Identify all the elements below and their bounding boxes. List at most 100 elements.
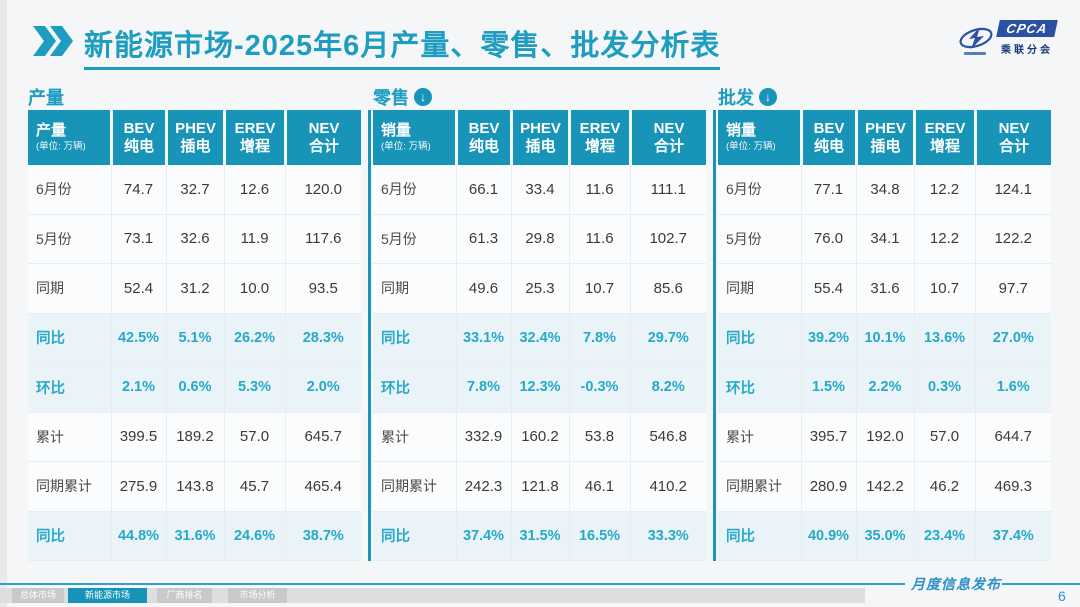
table-cell: 2.2%: [857, 363, 915, 412]
footer-tab-4[interactable]: 市场分析: [228, 588, 287, 603]
table-cell: 111.1: [650, 180, 686, 198]
table-row: 6月份 77.1 34.8 12.2 124.1: [718, 165, 1051, 215]
row-label: 6月份: [28, 165, 112, 214]
row-label: 同期累计: [718, 462, 802, 511]
table-cell: 52.4: [112, 264, 167, 313]
row-label: 同期累计: [373, 462, 457, 511]
table-row: 同比 42.5% 5.1% 26.2% 28.3%: [28, 313, 361, 363]
row-label: 累计: [373, 412, 457, 461]
table-cell: 644.7: [994, 428, 1033, 446]
column-header: NEV 合计: [977, 110, 1051, 165]
table-cell: 399.5: [112, 412, 167, 461]
down-arrow-icon: ↓: [759, 88, 777, 106]
page-title-secondary: -2025年6月产量、零售、批发分析表: [234, 30, 721, 62]
table-cell: 120.0: [304, 180, 343, 198]
row-label: 同比: [28, 511, 112, 560]
table-cell: 32.7: [167, 165, 225, 214]
table-cell: 189.2: [167, 412, 225, 461]
table-cell: 142.2: [857, 462, 915, 511]
column-header: PHEV 插电: [168, 110, 223, 165]
table-row: 5月份 76.0 34.1 12.2 122.2: [718, 214, 1051, 264]
publication-label: 月度信息发布: [911, 576, 1001, 592]
row-label: 环比: [28, 363, 112, 412]
page-title-primary: 新能源市场: [84, 30, 235, 62]
table-cell: 66.1: [457, 165, 512, 214]
table-cell: 42.5%: [112, 313, 167, 362]
row-label: 同期累计: [28, 462, 112, 511]
table-cell: 53.8: [570, 412, 631, 461]
table-cell: 46.2: [915, 462, 976, 511]
row-label: 同比: [718, 313, 802, 362]
column-header: BEV 纯电: [458, 110, 510, 165]
cpca-logo-name: 乘联分会: [1001, 45, 1053, 56]
table-cell: 24.6%: [225, 511, 286, 560]
table-row: 同期 55.4 31.6 10.7 97.7: [718, 264, 1051, 314]
row-label: 环比: [718, 363, 802, 412]
table-cell: 38.7%: [302, 527, 344, 544]
cpca-swoosh-icon: [959, 27, 993, 49]
row-label: 环比: [373, 363, 457, 412]
row-label: 同比: [718, 511, 802, 560]
table-cell: 192.0: [857, 412, 915, 461]
table-cell: 37.4%: [457, 511, 512, 560]
table-cell: 31.6: [857, 264, 915, 313]
footer-tab-2[interactable]: 新能源市场: [68, 588, 147, 603]
table-cell: 0.6%: [167, 363, 225, 412]
table-row: 累计 399.5 189.2 57.0 645.7: [28, 412, 361, 462]
section-label-retail: 零售 ↓: [373, 84, 706, 110]
table-cell: 13.6%: [915, 313, 976, 362]
table-cell: 12.6: [225, 165, 286, 214]
table-cell: 275.9: [112, 462, 167, 511]
table-cell: 23.4%: [915, 511, 976, 560]
retail-table: 销量 (单位: 万辆) BEV 纯电 PHEV 插电 EREV 增程 NEV 合计 6月…: [373, 110, 706, 561]
row-label: 同期: [373, 264, 457, 313]
row-label: 累计: [28, 412, 112, 461]
table-body: 6月份 77.1 34.8 12.2 124.1 5月份 76.0 34.1 12.2 122.…: [718, 165, 1051, 561]
table-cell: 46.1: [570, 462, 631, 511]
table-cell: 16.5%: [570, 511, 631, 560]
table-cell: 11.9: [225, 214, 286, 263]
table-cell: 77.1: [802, 165, 857, 214]
table-cell: 31.6%: [167, 511, 225, 560]
table-row: 环比 7.8% 12.3% -0.3% 8.2%: [373, 363, 706, 413]
table-cell: 465.4: [304, 477, 343, 495]
table-cell: -0.3%: [570, 363, 631, 412]
column-header: BEV 纯电: [113, 110, 165, 165]
section-label-text: 零售: [373, 88, 409, 108]
table-cell: 0.3%: [915, 363, 976, 412]
table-header: 销量 (单位: 万辆) BEV 纯电 PHEV 插电 EREV 增程 NEV 合计: [718, 110, 1051, 165]
table-cell: 280.9: [802, 462, 857, 511]
row-label: 同期: [28, 264, 112, 313]
header-unit: (单位: 万辆): [726, 140, 776, 152]
table-cell: 10.1%: [857, 313, 915, 362]
footer-tab-1[interactable]: 总体市场: [12, 588, 64, 603]
table-cell: 45.7: [225, 462, 286, 511]
table-cell: 102.7: [649, 230, 688, 248]
table-cell: 8.2%: [651, 379, 685, 396]
column-header: NEV 合计: [287, 110, 361, 165]
table-row: 5月份 73.1 32.6 11.9 117.6: [28, 214, 361, 264]
footer-tab-3[interactable]: 厂商排名: [157, 588, 212, 603]
column-header: PHEV 插电: [858, 110, 913, 165]
table-body: 6月份 66.1 33.4 11.6 111.1 5月份 61.3 29.8 11.6 102.…: [373, 165, 706, 561]
table-row: 同比 44.8% 31.6% 24.6% 38.7%: [28, 511, 361, 561]
row-label: 同比: [28, 313, 112, 362]
table-cell: 10.7: [915, 264, 976, 313]
table-cell: 469.3: [994, 477, 1033, 495]
table-cell: 12.2: [915, 214, 976, 263]
row-label: 累计: [718, 412, 802, 461]
table-cell: 37.4%: [992, 527, 1034, 544]
table-cell: 34.1: [857, 214, 915, 263]
table-row: 同比 37.4% 31.5% 16.5% 33.3%: [373, 511, 706, 561]
table-cell: 332.9: [457, 412, 512, 461]
table-header: 销量 (单位: 万辆) BEV 纯电 PHEV 插电 EREV 增程 NEV 合计: [373, 110, 706, 165]
table-cell: 28.3%: [302, 329, 344, 346]
table-cell: 2.1%: [112, 363, 167, 412]
table-cell: 395.7: [802, 412, 857, 461]
table-cell: 61.3: [457, 214, 512, 263]
table-cell: 242.3: [457, 462, 512, 511]
row-label: 同比: [373, 511, 457, 560]
table-divider: [713, 110, 716, 561]
header-label-cell: 产量 (单位: 万辆): [28, 110, 110, 165]
